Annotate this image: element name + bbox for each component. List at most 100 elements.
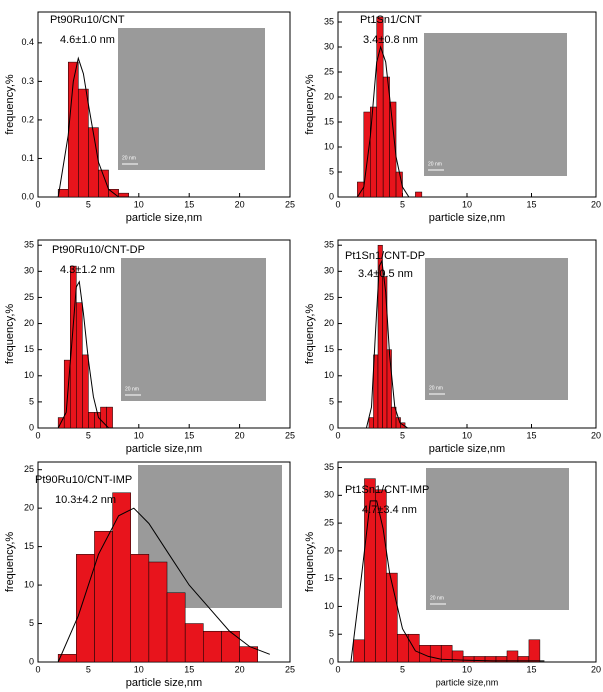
panel-title: Pt90Ru10/CNT-IMP xyxy=(35,474,132,486)
bar xyxy=(88,412,95,429)
bar xyxy=(389,101,397,198)
bar xyxy=(98,169,109,198)
x-tick-label: 20 xyxy=(591,199,601,209)
annotation: 10.3±4.2 nm xyxy=(55,494,116,506)
y-tick-label: 5 xyxy=(29,618,34,628)
bar xyxy=(184,623,204,663)
bar xyxy=(88,127,99,198)
tem-image xyxy=(121,258,266,401)
annotation: 4.7±3.4 nm xyxy=(362,504,417,516)
x-tick-label: 0 xyxy=(35,664,40,674)
bar xyxy=(76,554,95,663)
x-tick-label: 10 xyxy=(462,664,472,674)
y-tick-label: 0 xyxy=(329,656,334,666)
plot-area xyxy=(37,239,291,429)
y-tick-label: 25 xyxy=(324,66,334,76)
y-tick-label: 25 xyxy=(24,464,34,474)
y-axis-label: frequency,% xyxy=(304,304,316,365)
x-tick-label: 5 xyxy=(400,199,405,209)
bar xyxy=(386,572,398,663)
x-tick-label: 0 xyxy=(335,664,340,674)
x-axis-label: particle size,nm xyxy=(429,212,505,224)
fit-curve xyxy=(356,45,416,198)
y-tick-label: 0 xyxy=(29,656,34,666)
panel-title: Pt1Sn1/CNT xyxy=(360,14,422,26)
y-tick-label: 0.3 xyxy=(21,76,34,86)
x-axis-label: particle size,nm xyxy=(126,212,202,224)
scale-bar-label: 20 nm xyxy=(125,386,139,392)
annotation: 3.4±0.5 nm xyxy=(358,268,413,280)
y-tick-label: 10 xyxy=(324,141,334,151)
y-tick-label: 25 xyxy=(324,517,334,527)
x-tick-label: 15 xyxy=(184,199,194,209)
y-tick-label: 15 xyxy=(324,573,334,583)
y-tick-label: 15 xyxy=(24,344,34,354)
bar xyxy=(76,302,83,429)
x-axis-label: particle size,nm xyxy=(126,443,202,455)
y-tick-label: 20 xyxy=(324,91,334,101)
x-tick-label: 15 xyxy=(184,430,194,440)
fit-curve xyxy=(365,259,408,429)
x-tick-label: 20 xyxy=(235,664,245,674)
x-tick-label: 5 xyxy=(86,430,91,440)
y-tick-label: 15 xyxy=(24,541,34,551)
y-tick-label: 5 xyxy=(329,166,334,176)
y-tick-label: 0.1 xyxy=(21,153,34,163)
y-tick-label: 5 xyxy=(329,629,334,639)
x-tick-label: 20 xyxy=(591,430,601,440)
bar xyxy=(368,417,374,429)
y-tick-label: 0.0 xyxy=(21,191,34,201)
x-tick-label: 10 xyxy=(134,664,144,674)
bar xyxy=(415,191,423,198)
y-tick-label: 20 xyxy=(324,545,334,555)
tem-image xyxy=(118,28,265,170)
x-axis-label: particle size,nm xyxy=(429,443,505,455)
bar xyxy=(106,406,113,429)
x-tick-label: 5 xyxy=(400,664,405,674)
x-tick-label: 25 xyxy=(285,430,295,440)
plot-area xyxy=(37,11,291,198)
panel-title: Pt1Sn1/CNT-IMP xyxy=(345,484,429,496)
y-tick-label: 10 xyxy=(324,601,334,611)
y-tick-label: 20 xyxy=(24,503,34,513)
x-tick-label: 15 xyxy=(526,199,536,209)
y-tick-label: 35 xyxy=(324,240,334,250)
x-tick-label: 0 xyxy=(35,430,40,440)
bar xyxy=(528,639,541,663)
x-tick-label: 15 xyxy=(526,430,536,440)
scale-bar-label: 20 nm xyxy=(430,595,444,601)
bar xyxy=(118,192,129,198)
y-tick-label: 35 xyxy=(324,16,334,26)
annotation: 3.4±0.8 nm xyxy=(363,34,418,46)
x-tick-label: 5 xyxy=(86,664,91,674)
y-tick-label: 30 xyxy=(324,490,334,500)
bar xyxy=(221,630,240,663)
fit-curve xyxy=(57,280,119,429)
x-tick-label: 5 xyxy=(86,199,91,209)
y-tick-label: 35 xyxy=(24,240,34,250)
bar xyxy=(203,630,222,663)
annotation: 4.6±1.0 nm xyxy=(60,34,115,46)
bar xyxy=(363,111,371,198)
bar xyxy=(462,656,475,663)
bar xyxy=(130,554,150,663)
x-axis-label: particle size,nm xyxy=(126,677,202,689)
y-tick-label: 0.2 xyxy=(21,114,34,124)
bar xyxy=(397,633,409,663)
bar xyxy=(148,561,168,663)
y-tick-label: 30 xyxy=(24,266,34,276)
bar xyxy=(78,88,89,198)
x-tick-label: 20 xyxy=(235,430,245,440)
y-tick-label: 0 xyxy=(329,422,334,432)
x-axis-label: particle size,nm xyxy=(436,677,499,687)
y-tick-label: 35 xyxy=(324,462,334,472)
y-tick-label: 15 xyxy=(324,116,334,126)
y-tick-label: 10 xyxy=(24,370,34,380)
x-tick-label: 10 xyxy=(462,199,472,209)
bar xyxy=(239,646,258,663)
x-tick-label: 0 xyxy=(35,199,40,209)
x-tick-label: 20 xyxy=(591,664,601,674)
bar xyxy=(112,492,131,663)
y-tick-label: 30 xyxy=(324,266,334,276)
